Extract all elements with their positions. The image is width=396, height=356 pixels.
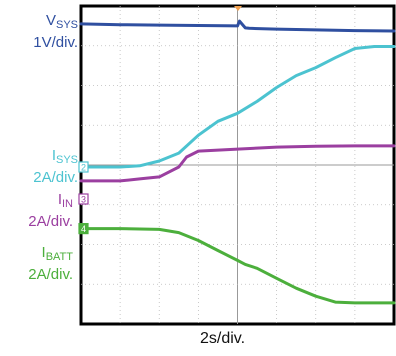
label-vsys-sub: SYS bbox=[55, 19, 78, 31]
channel-marker-2-text: 2 bbox=[81, 162, 86, 172]
label-iin-sub: IN bbox=[62, 198, 73, 210]
label-vsys: VSYS 1V/div. bbox=[33, 12, 78, 51]
trigger-icon bbox=[234, 6, 242, 11]
trace-isys bbox=[79, 45, 396, 169]
trace-ibatt bbox=[79, 227, 396, 305]
label-ibatt-sub: BATT bbox=[45, 251, 73, 263]
channel-marker-2: 2 bbox=[78, 161, 89, 173]
channel-marker-3-text: 3 bbox=[81, 195, 86, 205]
label-vsys-scale: 1V/div. bbox=[33, 34, 78, 51]
label-vsys-name: V bbox=[45, 12, 56, 29]
label-iin: IIN 2A/div. bbox=[28, 191, 73, 230]
channel-marker-4-text: 4 bbox=[81, 224, 86, 234]
channel-marker-4: 4 bbox=[78, 223, 89, 235]
channel-marker-3: 3 bbox=[78, 193, 89, 205]
label-isys-name: I bbox=[51, 147, 56, 164]
label-iin-name: I bbox=[57, 191, 62, 208]
label-isys-sub: SYS bbox=[55, 154, 78, 166]
label-iin-scale: 2A/div. bbox=[28, 213, 73, 230]
trace-iin bbox=[79, 144, 396, 183]
x-axis-label: 2s/div. bbox=[200, 330, 246, 347]
label-isys: ISYS 2A/div. bbox=[33, 147, 78, 186]
channel-markers: 2 3 4 bbox=[78, 161, 89, 235]
label-ibatt-scale: 2A/div. bbox=[28, 266, 73, 283]
label-ibatt: IBATT 2A/div. bbox=[28, 244, 73, 283]
label-isys-scale: 2A/div. bbox=[33, 169, 78, 186]
label-ibatt-name: I bbox=[41, 244, 46, 261]
traces bbox=[79, 19, 396, 305]
trace-vsys bbox=[79, 19, 396, 33]
